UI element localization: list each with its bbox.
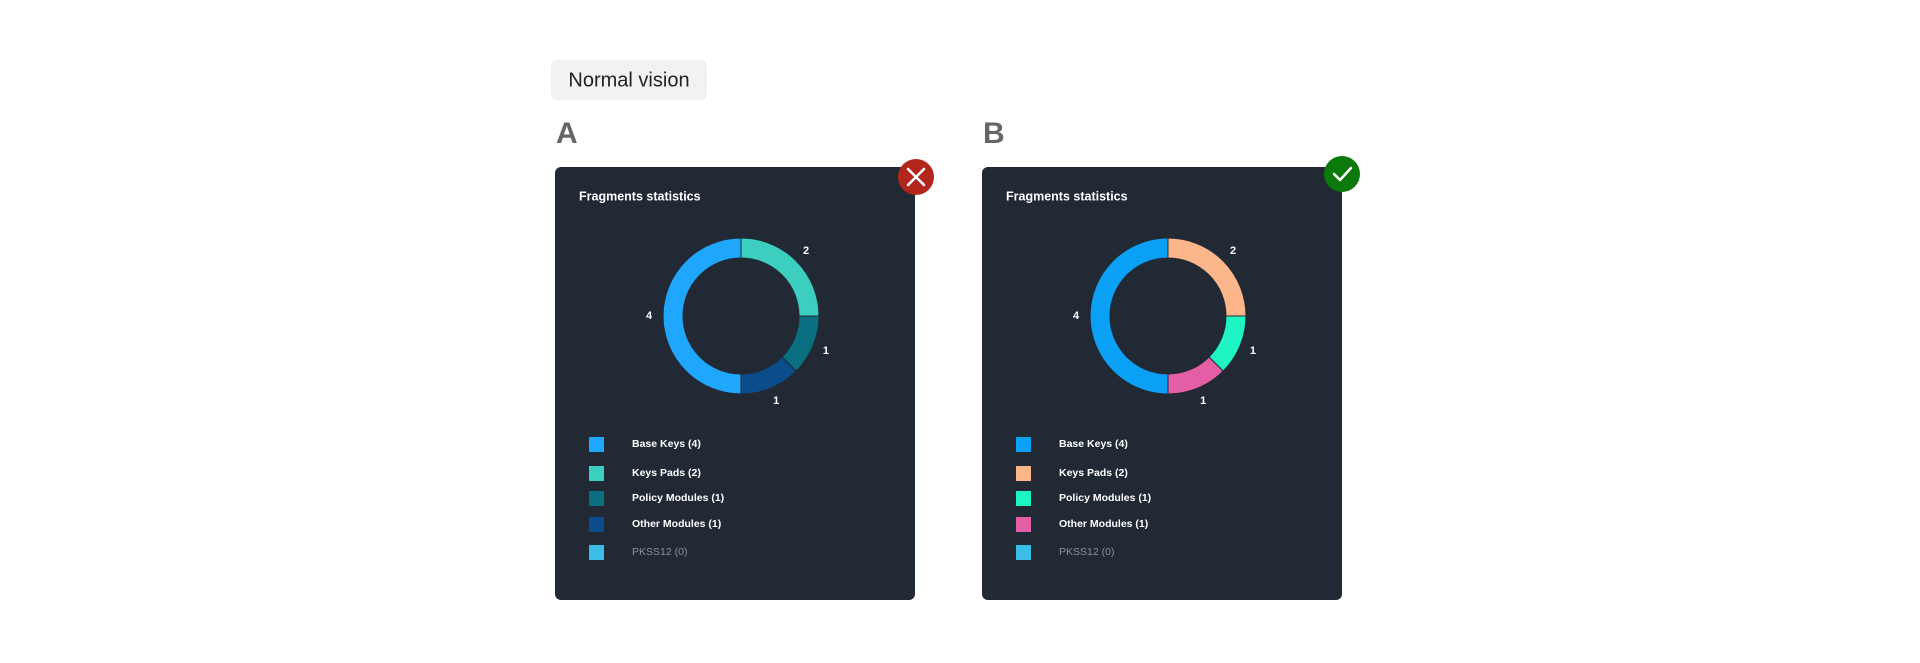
legend-swatch bbox=[589, 437, 604, 452]
error-icon bbox=[898, 159, 934, 195]
legend-label: Other Modules (1) bbox=[632, 518, 721, 530]
data-label: 1 bbox=[1250, 345, 1256, 357]
data-label: 1 bbox=[1200, 395, 1206, 407]
panel-label: A bbox=[556, 117, 578, 150]
legend-label: PKSS12 (0) bbox=[632, 546, 687, 558]
chart-title: Fragments statistics bbox=[1006, 189, 1128, 203]
legend-swatch bbox=[589, 466, 604, 481]
donut-segment bbox=[1089, 237, 1169, 395]
legend-swatch bbox=[589, 491, 604, 506]
legend-label: Policy Modules (1) bbox=[1059, 492, 1151, 504]
heading-box bbox=[551, 60, 707, 100]
legend-label: Policy Modules (1) bbox=[632, 492, 724, 504]
donut-segment bbox=[662, 237, 742, 395]
donut-segment bbox=[1167, 356, 1224, 395]
legend-label: Keys Pads (2) bbox=[632, 467, 701, 479]
legend-swatch bbox=[589, 517, 604, 532]
legend-swatch bbox=[589, 545, 604, 560]
data-label: 1 bbox=[823, 345, 829, 357]
legend-label: Other Modules (1) bbox=[1059, 518, 1148, 530]
legend-label: Base Keys (4) bbox=[632, 438, 701, 450]
data-label: 2 bbox=[1230, 245, 1236, 257]
legend-swatch bbox=[1016, 517, 1031, 532]
chart-title: Fragments statistics bbox=[579, 189, 701, 203]
data-label: 4 bbox=[646, 310, 653, 322]
donut-segment bbox=[740, 356, 797, 395]
legend-swatch bbox=[1016, 437, 1031, 452]
legend-swatch bbox=[1016, 545, 1031, 560]
data-label: 4 bbox=[1073, 310, 1080, 322]
legend-swatch bbox=[1016, 466, 1031, 481]
panel-label: B bbox=[983, 117, 1005, 150]
legend-swatch bbox=[1016, 491, 1031, 506]
data-label: 1 bbox=[773, 395, 779, 407]
legend-label: PKSS12 (0) bbox=[1059, 546, 1114, 558]
legend-label: Base Keys (4) bbox=[1059, 438, 1128, 450]
data-label: 2 bbox=[803, 245, 809, 257]
heading: Normal vision bbox=[568, 69, 689, 91]
check-icon bbox=[1324, 156, 1360, 192]
legend-label: Keys Pads (2) bbox=[1059, 467, 1128, 479]
